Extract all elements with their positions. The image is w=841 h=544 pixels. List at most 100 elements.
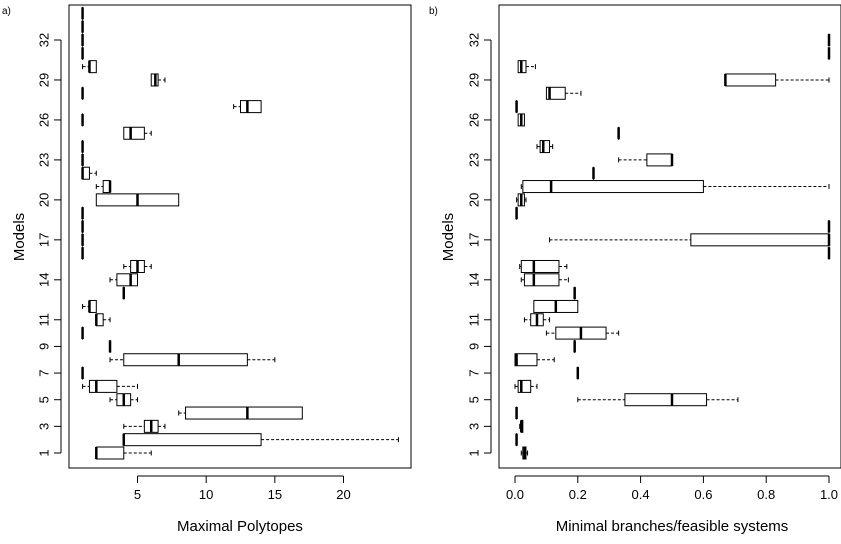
box-model-28 — [545, 86, 582, 100]
box-model-3 — [519, 419, 524, 433]
panel-a-y-title: Models — [11, 213, 28, 261]
y-tick-label: 29 — [467, 73, 482, 87]
box-iqr — [646, 153, 673, 167]
panel-a: a) 5 10 15 20 1 3 5 7 9 11 14 17 20 23 26 29 32 Maximal… — [2, 4, 412, 535]
panel-a-frame — [68, 4, 412, 469]
box-model-23 — [618, 153, 674, 167]
box-model-10 — [545, 326, 620, 340]
y-tick-label: 26 — [467, 113, 482, 127]
panel-b-label: b) — [429, 6, 438, 17]
box-model-24 — [536, 140, 554, 154]
box-model-12 — [82, 299, 97, 313]
y-tick-label: 11 — [467, 313, 482, 327]
box-iqr — [123, 126, 145, 140]
box-model-20 — [95, 193, 180, 207]
y-tick-label: 26 — [37, 113, 52, 127]
y-tick-label: 23 — [37, 153, 52, 167]
y-tick-label: 9 — [467, 343, 482, 350]
panel-a-y-axis: 1 3 5 7 9 11 14 17 20 23 26 29 32 — [37, 33, 62, 457]
y-tick-label: 11 — [37, 313, 52, 327]
y-tick-label: 7 — [467, 369, 482, 376]
box-iqr — [522, 180, 704, 194]
panel-b-frame — [498, 4, 841, 469]
y-tick-label: 20 — [467, 193, 482, 207]
panel-b-y-title: Models — [440, 213, 457, 261]
x-tick-label: 0.6 — [694, 487, 712, 502]
box-model-5 — [109, 393, 138, 407]
panel-b: b) 0.0 0.2 0.4 0.6 0.8 1.0 1 3 5 7 9 11 14 17 20 23 26 2… — [429, 4, 841, 535]
box-model-20 — [516, 193, 527, 207]
box-iqr — [88, 379, 118, 393]
y-tick-label: 29 — [37, 73, 52, 87]
box-model-30 — [82, 60, 97, 74]
panel-b-x-title: Minimal branches/feasible systems — [556, 518, 789, 535]
box-iqr — [123, 353, 248, 367]
y-tick-label: 20 — [37, 193, 52, 207]
box-model-1 — [520, 446, 529, 460]
y-tick-label: 1 — [467, 449, 482, 456]
x-tick-label: 1.0 — [820, 487, 838, 502]
y-tick-label: 32 — [37, 33, 52, 47]
box-model-5 — [577, 393, 739, 407]
y-tick-label: 1 — [37, 449, 52, 456]
panel-a-boxes — [81, 6, 399, 460]
x-tick-label: 0.8 — [757, 487, 775, 502]
x-tick-label: 0.2 — [569, 487, 587, 502]
x-tick-label: 0.0 — [506, 487, 524, 502]
box-model-30 — [517, 60, 536, 74]
box-model-8 — [514, 353, 555, 367]
box-iqr — [624, 393, 708, 407]
panel-b-x-axis: 0.0 0.2 0.4 0.6 0.8 1.0 — [506, 475, 838, 502]
panel-b-y-axis: 1 3 5 7 9 11 14 17 20 23 26 29 32 — [467, 33, 492, 457]
x-tick-label: 15 — [268, 487, 282, 502]
box-model-6 — [82, 379, 138, 393]
box-model-6 — [514, 379, 538, 393]
box-iqr — [690, 233, 830, 247]
box-iqr — [724, 73, 777, 87]
box-model-4 — [178, 406, 303, 420]
box-iqr — [116, 273, 139, 287]
box-iqr — [240, 100, 262, 114]
y-tick-label: 7 — [37, 369, 52, 376]
box-model-29 — [150, 73, 166, 87]
y-tick-label: 3 — [467, 423, 482, 430]
x-tick-label: 20 — [336, 487, 350, 502]
y-tick-label: 17 — [467, 233, 482, 247]
y-tick-label: 14 — [37, 273, 52, 287]
box-iqr — [185, 406, 303, 420]
box-model-17 — [549, 233, 831, 247]
y-tick-label: 23 — [467, 153, 482, 167]
y-tick-label: 14 — [467, 273, 482, 287]
box-model-1 — [95, 446, 152, 460]
box-iqr — [523, 273, 560, 287]
box-iqr — [123, 433, 262, 447]
box-model-14 — [520, 273, 569, 287]
box-model-21 — [95, 180, 112, 194]
box-model-2 — [122, 433, 399, 447]
box-model-29 — [724, 73, 830, 87]
box-model-21 — [520, 180, 830, 194]
box-model-26 — [517, 113, 525, 127]
box-model-8 — [109, 353, 276, 367]
box-model-12 — [533, 299, 579, 313]
x-tick-label: 10 — [199, 487, 213, 502]
panel-b-boxes — [514, 33, 831, 460]
panel-a-x-title: Maximal Polytopes — [177, 518, 303, 535]
x-tick-label: 5 — [134, 487, 141, 502]
box-model-22 — [81, 166, 97, 180]
y-tick-label: 32 — [467, 33, 482, 47]
box-iqr — [517, 379, 532, 393]
box-model-15 — [519, 259, 568, 273]
box-iqr — [520, 259, 560, 273]
box-model-14 — [109, 273, 139, 287]
panel-a-label: a) — [2, 6, 11, 17]
box-model-3 — [123, 419, 166, 433]
box-iqr — [539, 140, 551, 154]
panel-a-x-axis: 5 10 15 20 — [134, 475, 351, 502]
y-tick-label: 9 — [37, 343, 52, 350]
box-model-11 — [523, 313, 551, 327]
x-tick-label: 0.4 — [632, 487, 650, 502]
y-tick-label: 3 — [37, 423, 52, 430]
box-iqr — [95, 446, 125, 460]
